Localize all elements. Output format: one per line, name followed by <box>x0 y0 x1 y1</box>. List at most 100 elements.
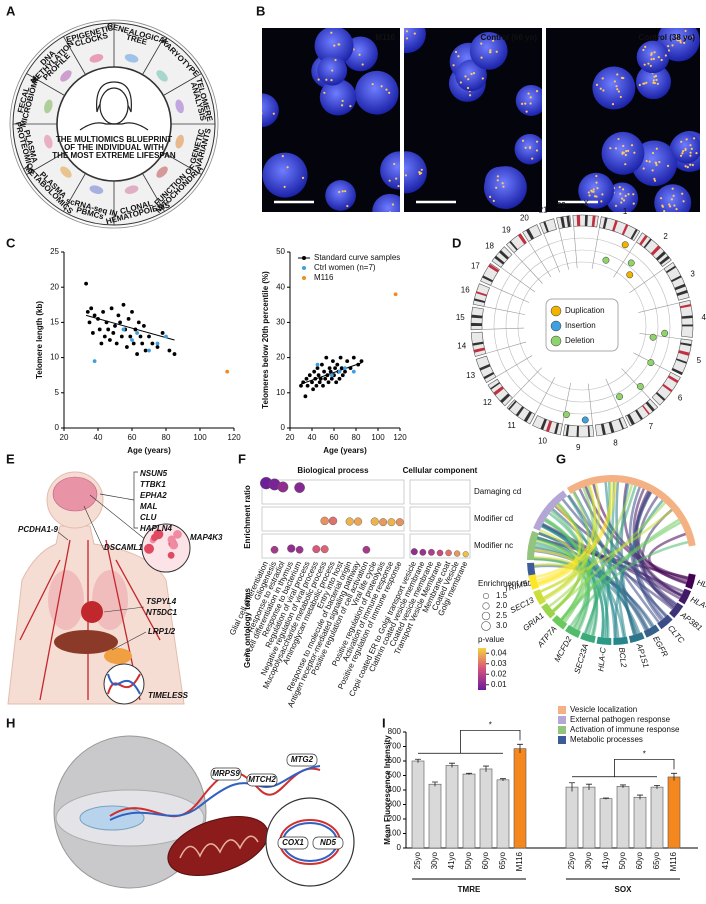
chromosome-label: 13 <box>466 371 475 380</box>
telomere-spot <box>630 144 634 147</box>
segment-icon <box>124 185 139 194</box>
telomere-spot <box>657 56 660 59</box>
dna-strand <box>107 673 141 695</box>
panel-label: C <box>6 235 16 250</box>
chromosome-band <box>566 215 571 227</box>
telomere-spot <box>676 38 679 42</box>
point <box>155 341 160 346</box>
telomere-spot <box>495 50 498 53</box>
telomere-spot <box>679 41 682 44</box>
gene-arc <box>565 625 581 638</box>
telomere-spot <box>452 64 455 67</box>
gene-label: MAP4K3 <box>190 533 223 542</box>
segment-divider <box>142 173 165 212</box>
gene-arc <box>528 574 539 590</box>
chord <box>637 495 678 606</box>
bar <box>496 779 510 849</box>
telomere-spot <box>617 90 621 93</box>
nucleus <box>654 184 692 212</box>
point <box>322 369 326 374</box>
gene-label: DSCAML1 <box>104 543 143 552</box>
chromosome-band <box>612 220 618 232</box>
chromosome-band <box>483 372 495 380</box>
track-spoke <box>587 383 594 426</box>
chromosome-band <box>543 221 549 233</box>
chromosome-band <box>602 217 608 229</box>
telomere-spot <box>685 138 688 141</box>
gene-label: TTBK1 <box>140 480 166 489</box>
telomere-spot <box>621 188 625 191</box>
x-tick-label: 30yo <box>430 851 439 869</box>
gene-label: COX1 <box>282 838 304 847</box>
legend-label: Vesicle localization <box>570 705 637 714</box>
telomere-spot <box>588 194 591 197</box>
x-tick-label: 40 <box>308 433 317 442</box>
telomere-spot <box>418 171 421 174</box>
x-tick-label: M116 <box>669 851 678 871</box>
point <box>99 341 104 346</box>
chromosome-band <box>671 367 683 376</box>
telomere-spot <box>632 202 635 205</box>
chromosome-band <box>587 425 591 437</box>
gene-label: MCFD2 <box>553 635 574 664</box>
gene-label: PCDHA1-9 <box>18 525 59 534</box>
segment-icon <box>44 99 53 114</box>
telomere-spot <box>385 88 388 91</box>
telomere-spot <box>613 80 616 83</box>
dot <box>294 482 305 493</box>
telomere-spot <box>358 53 361 56</box>
point <box>172 352 177 356</box>
telomere-spot <box>667 49 670 52</box>
point <box>334 380 339 385</box>
telomere-spot <box>527 92 530 95</box>
row-label: Damaging cd <box>474 487 521 496</box>
point <box>320 362 324 367</box>
portrait-shoulders <box>79 122 149 131</box>
gene-label: ND5 <box>320 838 337 847</box>
chromosome-band <box>630 228 638 240</box>
error-bar <box>466 772 472 775</box>
telomere-spot <box>645 159 648 163</box>
telomere-spot <box>344 190 347 193</box>
point <box>114 341 119 346</box>
bar <box>582 786 596 849</box>
point <box>317 380 322 385</box>
telomere-spot <box>681 192 684 195</box>
nucleus <box>592 66 636 110</box>
segment-icon <box>89 54 104 63</box>
telomere-spot <box>346 204 349 208</box>
telomere-spot <box>682 200 685 203</box>
bar <box>428 783 442 849</box>
point <box>130 338 134 342</box>
telomere-spot <box>679 39 682 42</box>
legend-marker <box>550 320 562 332</box>
nucleus <box>404 151 427 194</box>
chromosome-label: 16 <box>461 286 470 295</box>
gene-box <box>210 767 242 781</box>
point <box>303 394 308 399</box>
telomere-spot <box>419 171 423 175</box>
point <box>133 327 138 332</box>
telomere-spot <box>599 87 602 90</box>
chromosome-band <box>488 264 500 273</box>
point <box>327 366 332 371</box>
dot <box>436 549 444 557</box>
telomere-spot <box>652 57 655 60</box>
telomere-spot <box>655 163 658 167</box>
bar <box>513 748 527 849</box>
cell <box>167 551 175 559</box>
chromosome-band <box>635 409 643 421</box>
chromosome-label: X <box>583 199 589 208</box>
chord <box>536 504 582 582</box>
point <box>393 292 398 297</box>
bar <box>565 786 579 849</box>
color-bar <box>478 648 486 690</box>
point <box>101 309 105 314</box>
telomere-spot <box>664 54 667 57</box>
segment-divider <box>26 73 65 96</box>
telomere-spot <box>371 83 374 86</box>
telomere-spot <box>489 49 492 52</box>
chromosome-arc <box>635 232 672 268</box>
track-spoke <box>490 285 530 303</box>
telomere-spot <box>615 85 618 88</box>
